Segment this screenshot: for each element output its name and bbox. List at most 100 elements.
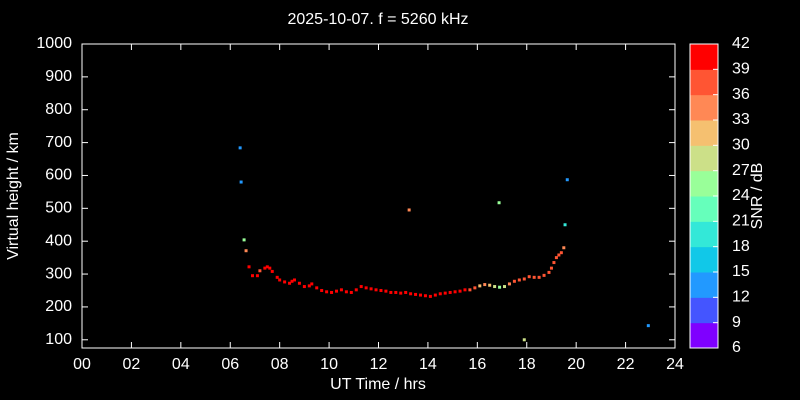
- point: [258, 269, 262, 273]
- point: [507, 282, 511, 286]
- point: [283, 280, 287, 284]
- y-tick-label: 300: [45, 265, 72, 282]
- y-tick-label: 100: [45, 331, 72, 348]
- point: [359, 285, 363, 289]
- point: [263, 266, 267, 270]
- point: [559, 251, 563, 255]
- point: [488, 283, 492, 287]
- y-tick-label: 700: [45, 134, 72, 151]
- point: [497, 201, 501, 205]
- colorbar-tick-label: 42: [732, 35, 750, 52]
- x-tick-label: 06: [221, 356, 239, 373]
- point: [458, 289, 462, 293]
- point: [399, 291, 403, 295]
- point: [537, 275, 541, 279]
- point: [473, 286, 477, 290]
- x-tick-label: 00: [73, 356, 91, 373]
- colorbar-band: [690, 246, 718, 273]
- colorbar-band: [690, 272, 718, 298]
- point: [522, 338, 526, 342]
- x-tick-label: 20: [567, 356, 585, 373]
- point: [250, 274, 254, 278]
- point: [379, 288, 383, 292]
- point: [374, 288, 378, 292]
- point: [268, 266, 272, 270]
- point: [542, 273, 546, 277]
- colorbar-band: [690, 145, 718, 172]
- colorbar-tick-label: 24: [732, 187, 750, 204]
- point: [315, 286, 319, 290]
- x-axis-label: UT Time / hrs: [330, 376, 426, 393]
- y-axis-label: Virtual height / km: [5, 132, 22, 260]
- point: [255, 274, 259, 278]
- y-tick-label: 600: [45, 167, 72, 184]
- colorbar-band: [690, 170, 718, 197]
- y-tick-label: 500: [45, 200, 72, 217]
- colorbar-tick-label: 12: [732, 289, 750, 306]
- point: [325, 290, 329, 294]
- point: [389, 290, 393, 294]
- point: [278, 278, 282, 282]
- plot-frame: [81, 43, 676, 349]
- colorbar-band: [690, 322, 718, 349]
- point: [498, 285, 502, 289]
- colorbar-tick-label: 9: [732, 314, 741, 331]
- x-tick-label: 14: [419, 356, 437, 373]
- colorbar-tick-label: 36: [732, 86, 750, 103]
- colorbar-tick-label: 39: [732, 61, 750, 78]
- x-tick-label: 18: [518, 356, 536, 373]
- point: [320, 288, 324, 292]
- x-tick-label: 24: [666, 356, 684, 373]
- point: [557, 253, 561, 257]
- point: [244, 249, 248, 253]
- point: [270, 269, 274, 273]
- colorbar-tick-label: 30: [732, 137, 750, 154]
- point: [483, 283, 487, 287]
- y-tick-label: 800: [45, 101, 72, 118]
- point: [364, 286, 368, 290]
- point: [433, 293, 437, 297]
- point: [547, 270, 551, 274]
- point: [438, 292, 442, 296]
- point: [384, 289, 388, 293]
- colorbar-band: [690, 297, 718, 324]
- point: [407, 208, 411, 212]
- x-tick-label: 02: [123, 356, 141, 373]
- point: [463, 288, 467, 292]
- point: [527, 275, 531, 279]
- point: [339, 288, 343, 292]
- point: [330, 290, 334, 294]
- point: [414, 292, 418, 296]
- point: [288, 281, 292, 285]
- point: [349, 290, 353, 294]
- point: [532, 275, 536, 279]
- point: [238, 146, 242, 150]
- point: [369, 287, 373, 291]
- x-tick-label: 10: [320, 356, 338, 373]
- point: [247, 265, 251, 269]
- colorbar-tick-label: 15: [732, 263, 750, 280]
- point: [265, 265, 269, 269]
- point: [512, 279, 516, 283]
- y-tick-label: 400: [45, 232, 72, 249]
- point: [517, 278, 521, 282]
- colorbar-tick-label: 21: [732, 213, 750, 230]
- point: [334, 289, 338, 293]
- point: [239, 180, 243, 184]
- colorbar-band: [690, 94, 718, 121]
- point: [453, 290, 457, 294]
- point: [344, 290, 348, 294]
- y-tick-label: 900: [45, 68, 72, 85]
- point: [468, 288, 472, 292]
- point: [428, 294, 432, 298]
- point: [275, 275, 279, 279]
- point: [503, 285, 507, 289]
- point: [409, 292, 413, 296]
- point: [554, 256, 558, 260]
- x-tick-label: 08: [271, 356, 289, 373]
- point: [443, 291, 447, 295]
- colorbar-band: [690, 120, 718, 146]
- point: [646, 324, 650, 328]
- point: [292, 278, 296, 282]
